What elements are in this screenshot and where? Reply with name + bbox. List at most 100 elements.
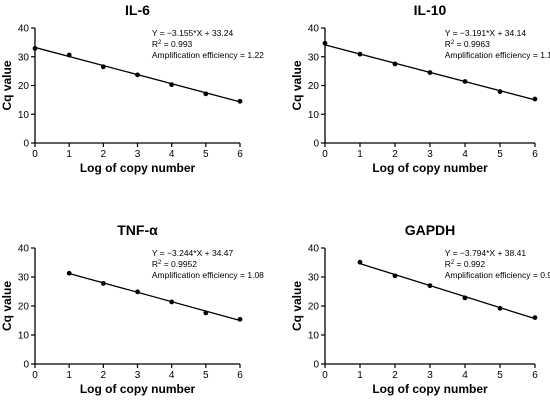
x-tick-label: 4 (462, 370, 468, 381)
x-axis-label: Log of copy number (80, 382, 196, 396)
r-squared-value: = 0.992 (454, 259, 485, 269)
regression-line (68, 272, 241, 322)
x-tick-label: 4 (462, 149, 468, 160)
r-squared-superscript: 2 (451, 40, 455, 46)
r-squared-superscript: 2 (158, 40, 162, 46)
x-axis-label: Log of copy number (372, 382, 488, 396)
r-squared-superscript: 2 (158, 260, 162, 266)
data-point (203, 310, 209, 316)
data-point (532, 315, 538, 320)
y-tick-label: 30 (18, 273, 30, 284)
x-tick-label: 3 (427, 370, 433, 381)
data-point (32, 46, 38, 51)
chart-panel-1: 0 1 2 3 4 5 6 0 10 20 30 40 IL-6 Log of copy number Cq… (0, 2, 264, 175)
x-tick-label: 0 (322, 149, 328, 160)
chart-title: IL-10 (414, 2, 447, 18)
chart-panel-4: 0 1 2 3 4 5 6 0 10 20 30 40 GAPDH Log of copy number C… (290, 222, 550, 396)
amplification-efficiency-label: Amplification efficiency = 1.22 (152, 50, 264, 60)
y-tick-label: 0 (313, 360, 319, 371)
y-tick-label: 20 (308, 302, 320, 313)
r-squared-symbol: R (152, 259, 158, 269)
y-tick-label: 0 (23, 360, 29, 371)
amplification-efficiency-label: Amplification efficiency = 1.16 (445, 50, 550, 60)
chart-panel-2: 0 1 2 3 4 5 6 0 10 20 30 40 IL-10 Log of copy number C… (290, 2, 550, 175)
r-squared-label: R2 = 0.9952 (152, 259, 197, 269)
y-tick-label: 40 (308, 244, 320, 255)
r-squared-symbol: R (445, 259, 451, 269)
x-tick-label: 3 (135, 370, 141, 381)
data-point (322, 40, 328, 46)
data-point (169, 299, 175, 305)
data-point (462, 295, 468, 301)
data-point (497, 89, 503, 94)
x-tick-label: 5 (497, 370, 503, 381)
data-point (462, 79, 468, 84)
regression-line (359, 262, 536, 320)
chart-title: TNF-α (117, 222, 158, 238)
data-point (169, 82, 175, 88)
data-point (135, 72, 140, 78)
y-tick-label: 10 (18, 331, 30, 342)
x-tick-label: 5 (203, 149, 209, 160)
x-tick-label: 4 (169, 370, 175, 381)
equation-label: Y = −3.155*X + 33.24 (152, 28, 234, 38)
y-tick-label: 10 (308, 331, 320, 342)
r-squared-value: = 0.993 (161, 39, 192, 49)
x-tick-label: 6 (532, 370, 538, 381)
y-tick-label: 20 (308, 81, 320, 92)
y-tick-label: 30 (18, 52, 30, 63)
data-point (427, 283, 433, 289)
x-tick-label: 6 (532, 149, 538, 160)
chart-title: IL-6 (125, 2, 150, 18)
x-tick-label: 1 (357, 370, 363, 381)
y-tick-label: 10 (308, 110, 320, 121)
y-tick-label: 40 (308, 24, 320, 35)
x-tick-label: 0 (32, 149, 38, 160)
r-squared-symbol: R (445, 39, 451, 49)
data-point (357, 259, 363, 265)
x-tick-label: 2 (392, 370, 398, 381)
data-point (237, 316, 243, 322)
r-squared-label: R2 = 0.992 (445, 259, 486, 269)
x-tick-label: 4 (169, 149, 175, 160)
amplification-efficiency-label: Amplification efficiency = 1.08 (152, 270, 264, 280)
y-tick-label: 40 (18, 244, 30, 255)
r-squared-value: = 0.9963 (454, 39, 490, 49)
y-axis-label: Cq value (290, 60, 304, 110)
x-tick-label: 2 (392, 149, 398, 160)
x-tick-label: 6 (237, 149, 243, 160)
data-point (203, 91, 209, 97)
equation-label: Y = −3.244*X + 34.47 (152, 248, 234, 258)
data-point (66, 270, 72, 276)
y-axis-label: Cq value (290, 281, 304, 331)
data-point (237, 98, 243, 104)
data-point (66, 52, 72, 58)
x-tick-label: 1 (66, 149, 72, 160)
x-tick-label: 3 (427, 149, 433, 160)
chart-title: GAPDH (405, 222, 456, 238)
y-axis-label: Cq value (0, 60, 14, 110)
y-tick-label: 0 (313, 139, 319, 150)
r-squared-symbol: R (152, 39, 158, 49)
data-point (357, 51, 363, 57)
r-squared-label: R2 = 0.9963 (445, 39, 490, 49)
equation-label: Y = −3.191*X + 34.14 (445, 28, 527, 38)
x-tick-label: 6 (237, 370, 243, 381)
data-point (427, 70, 433, 75)
y-tick-label: 20 (18, 81, 30, 92)
y-axis-label: Cq value (0, 281, 14, 331)
x-tick-label: 5 (203, 370, 209, 381)
r-squared-value: = 0.9952 (161, 259, 197, 269)
r-squared-superscript: 2 (451, 260, 455, 266)
y-tick-label: 20 (18, 302, 30, 313)
y-tick-label: 10 (18, 110, 30, 121)
x-tick-label: 1 (66, 370, 72, 381)
x-tick-label: 0 (32, 370, 38, 381)
data-point (135, 289, 140, 295)
y-tick-label: 30 (308, 52, 320, 63)
data-point (532, 96, 538, 102)
y-tick-label: 30 (308, 273, 320, 284)
x-tick-label: 5 (497, 149, 503, 160)
